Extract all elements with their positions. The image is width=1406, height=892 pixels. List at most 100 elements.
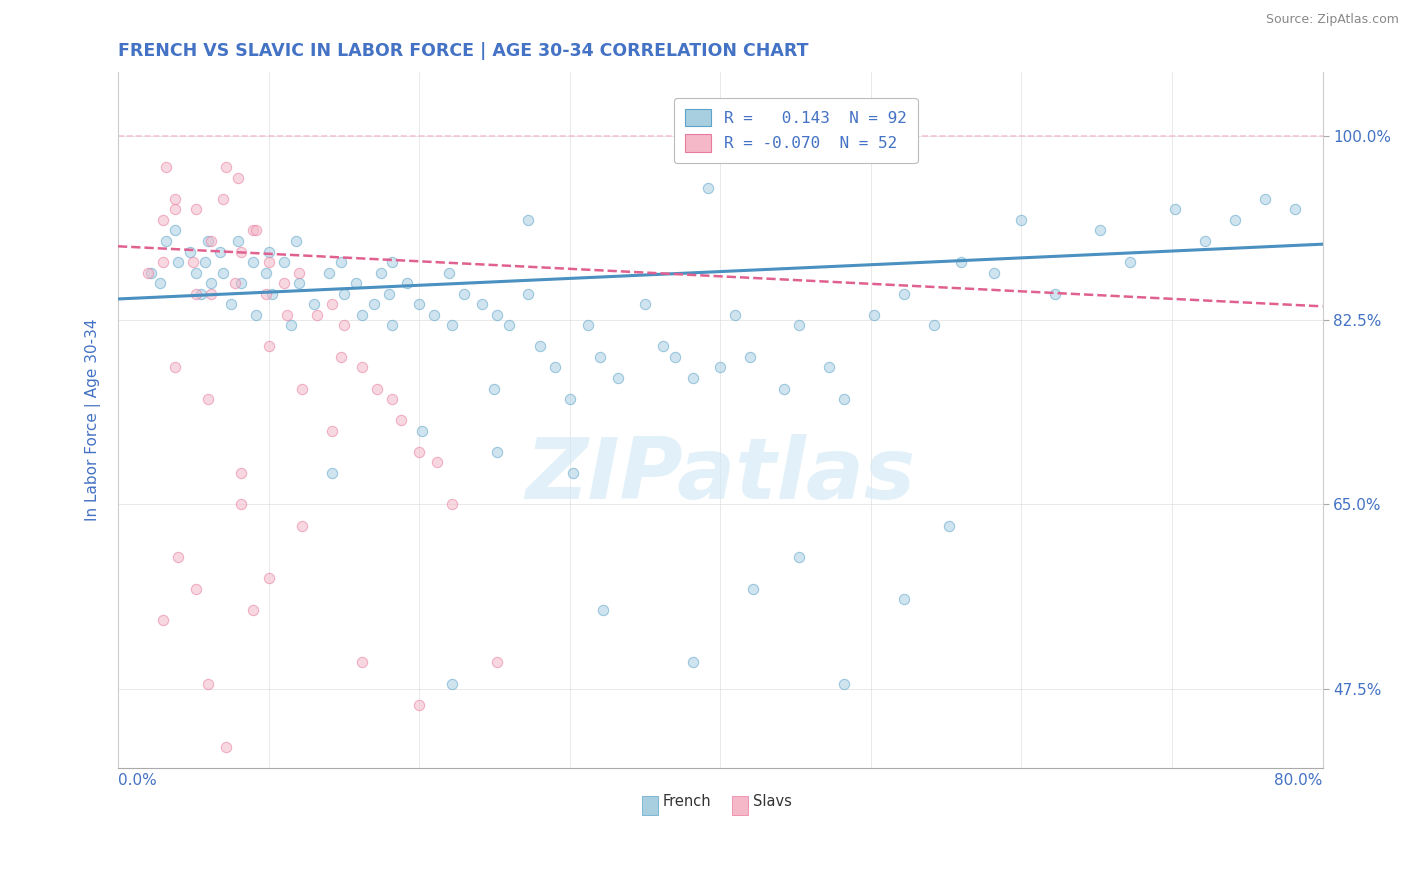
Point — [664, 350, 686, 364]
Point — [832, 676, 855, 690]
Point — [471, 297, 494, 311]
Point — [186, 582, 208, 596]
Point — [186, 286, 208, 301]
Point — [194, 255, 217, 269]
Point — [1284, 202, 1306, 217]
Point — [212, 266, 235, 280]
Point — [576, 318, 599, 333]
Point — [200, 286, 222, 301]
Point — [709, 360, 731, 375]
Point — [1194, 234, 1216, 248]
Point — [231, 466, 253, 480]
Point — [652, 339, 675, 353]
Point — [498, 318, 520, 333]
Point — [486, 444, 509, 458]
Point — [983, 266, 1005, 280]
Point — [219, 297, 242, 311]
Point — [260, 286, 283, 301]
Point — [287, 266, 309, 280]
Legend: R =   0.143  N = 92, R = -0.070  N = 52: R = 0.143 N = 92, R = -0.070 N = 52 — [673, 98, 918, 163]
Point — [439, 266, 461, 280]
Point — [280, 318, 302, 333]
Point — [318, 266, 340, 280]
Point — [1225, 213, 1247, 227]
Point — [411, 424, 433, 438]
Point — [209, 244, 232, 259]
Point — [832, 392, 855, 406]
Point — [165, 360, 187, 375]
Point — [441, 498, 464, 512]
Point — [329, 255, 352, 269]
Point — [245, 308, 267, 322]
Point — [350, 656, 373, 670]
Point — [152, 255, 174, 269]
Point — [152, 213, 174, 227]
Point — [242, 603, 264, 617]
Point — [529, 339, 551, 353]
Point — [893, 592, 915, 607]
Point — [381, 255, 404, 269]
Point — [302, 297, 325, 311]
Point — [284, 234, 307, 248]
Point — [149, 276, 172, 290]
Point — [155, 161, 177, 175]
Point — [167, 550, 190, 565]
Point — [165, 202, 187, 217]
Point — [321, 424, 343, 438]
Point — [787, 318, 810, 333]
Point — [922, 318, 945, 333]
Point — [155, 234, 177, 248]
Point — [863, 308, 886, 322]
Point — [197, 392, 219, 406]
FancyBboxPatch shape — [733, 796, 748, 815]
Point — [389, 413, 412, 427]
Point — [950, 255, 973, 269]
Point — [228, 234, 250, 248]
Point — [179, 244, 201, 259]
Point — [231, 276, 253, 290]
Point — [190, 286, 212, 301]
Point — [634, 297, 657, 311]
Point — [242, 255, 264, 269]
Point — [273, 276, 295, 290]
Point — [1119, 255, 1142, 269]
Point — [408, 297, 430, 311]
Point — [152, 613, 174, 627]
Point — [329, 350, 352, 364]
Point — [606, 371, 628, 385]
Point — [167, 255, 190, 269]
Point — [344, 276, 367, 290]
Point — [231, 498, 253, 512]
Text: 80.0%: 80.0% — [1274, 773, 1323, 789]
Text: ZIPatlas: ZIPatlas — [526, 434, 915, 517]
Point — [516, 286, 538, 301]
Point — [787, 550, 810, 565]
Point — [321, 466, 343, 480]
Point — [817, 360, 839, 375]
Point — [291, 518, 314, 533]
Text: FRENCH VS SLAVIC IN LABOR FORCE | AGE 30-34 CORRELATION CHART: FRENCH VS SLAVIC IN LABOR FORCE | AGE 30… — [118, 42, 808, 60]
Point — [682, 656, 704, 670]
Point — [136, 266, 159, 280]
Point — [486, 656, 509, 670]
Point — [1164, 202, 1187, 217]
Point — [228, 170, 250, 185]
Point — [273, 255, 295, 269]
Point — [215, 739, 238, 754]
Point — [139, 266, 162, 280]
Point — [181, 255, 204, 269]
Y-axis label: In Labor Force | Age 30-34: In Labor Force | Age 30-34 — [86, 319, 101, 522]
Point — [378, 286, 401, 301]
Point — [333, 318, 356, 333]
Point — [350, 360, 373, 375]
Point — [231, 244, 253, 259]
Point — [893, 286, 915, 301]
Point — [350, 308, 373, 322]
Point — [224, 276, 246, 290]
Point — [1254, 192, 1277, 206]
Point — [254, 286, 277, 301]
Point — [257, 571, 280, 585]
Point — [441, 676, 464, 690]
Point — [1043, 286, 1066, 301]
Point — [396, 276, 419, 290]
